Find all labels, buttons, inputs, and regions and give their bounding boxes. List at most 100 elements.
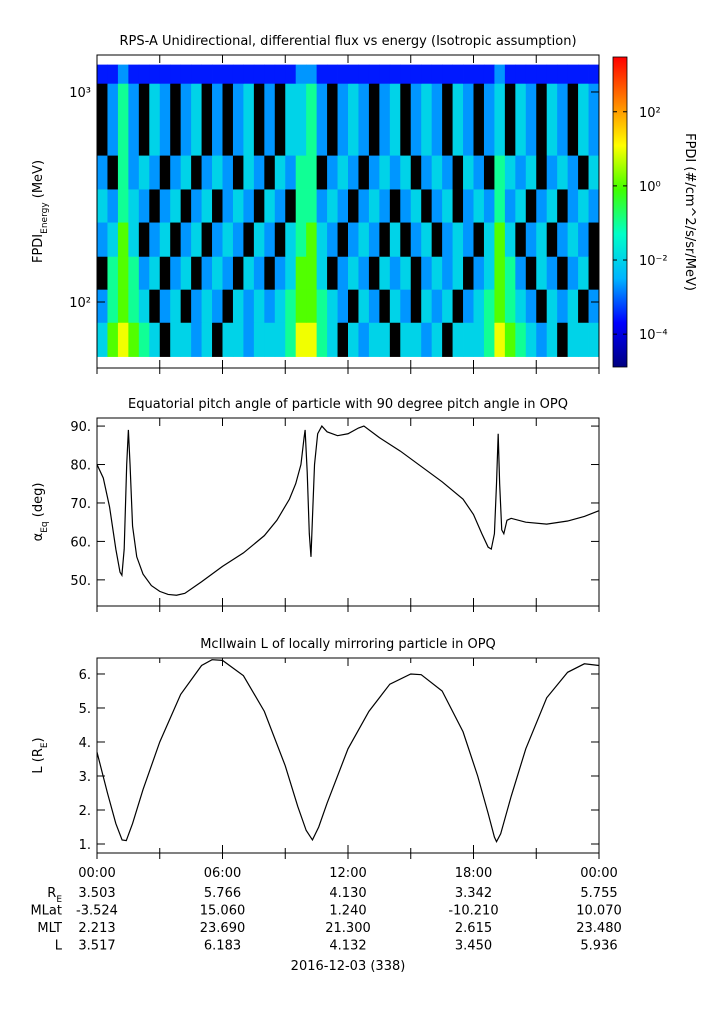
heat-cell xyxy=(504,289,516,323)
ephemeris-value: 3.517 xyxy=(78,939,115,954)
heat-cell xyxy=(274,322,286,357)
heat-cell xyxy=(379,189,391,223)
heat-cell xyxy=(295,322,307,357)
heat-cell xyxy=(316,64,328,84)
chart-title: Equatorial pitch angle of particle with … xyxy=(128,397,568,412)
heat-cell xyxy=(578,64,589,84)
heat-cell xyxy=(442,289,453,323)
heat-cell xyxy=(97,189,108,223)
ephemeris-row-label: MLat xyxy=(30,904,62,919)
colorbar-tick-label: 10² xyxy=(639,106,661,121)
heat-cell xyxy=(567,64,579,84)
heat-cell xyxy=(222,189,234,223)
heat-cell xyxy=(483,322,495,357)
heat-cell xyxy=(138,189,150,223)
heat-cell xyxy=(128,322,140,357)
heat-cell xyxy=(525,155,537,190)
heat-cell xyxy=(170,256,182,290)
heat-cell xyxy=(379,222,391,257)
heat-cell xyxy=(515,256,527,290)
heat-cell xyxy=(149,83,161,156)
heat-cell xyxy=(159,83,171,156)
heat-cell xyxy=(337,322,349,357)
heat-cell xyxy=(327,189,338,223)
heat-cell xyxy=(400,222,412,257)
heat-cell xyxy=(285,289,297,323)
chart-title: RPS-A Unidirectional, differential flux … xyxy=(119,34,576,49)
heat-cell xyxy=(473,322,485,357)
heat-cell xyxy=(348,256,359,290)
heat-cell xyxy=(306,189,318,223)
x-tick-label: 00:00 xyxy=(580,866,617,881)
heat-cell xyxy=(536,64,548,84)
heat-cell xyxy=(327,64,338,84)
ephemeris-value: 3.503 xyxy=(78,886,115,901)
heat-cell xyxy=(494,189,506,223)
heat-cell xyxy=(128,189,140,223)
heat-cell xyxy=(201,189,213,223)
heat-cell xyxy=(149,256,161,290)
heat-cell xyxy=(358,222,370,257)
heat-cell xyxy=(138,256,150,290)
heat-cell xyxy=(243,256,255,290)
heat-cell xyxy=(264,189,276,223)
heat-cell xyxy=(306,83,318,156)
heat-cell xyxy=(546,222,558,257)
heat-cell xyxy=(337,289,349,323)
heat-cell xyxy=(180,256,192,290)
heat-cell xyxy=(525,322,537,357)
heat-cell xyxy=(243,189,255,223)
heat-cell xyxy=(191,322,202,357)
heat-cell xyxy=(358,322,370,357)
heat-cell xyxy=(149,322,161,357)
heat-cell xyxy=(588,83,600,156)
heat-cell xyxy=(400,289,412,323)
heat-cell xyxy=(431,222,443,257)
heat-cell xyxy=(567,256,579,290)
heat-cell xyxy=(389,155,401,190)
ephemeris-value: 3.450 xyxy=(455,939,492,954)
heat-cell xyxy=(421,64,433,84)
heat-cell xyxy=(128,64,140,84)
heat-cell xyxy=(483,189,495,223)
heat-cell xyxy=(201,322,213,357)
heat-cell xyxy=(368,256,380,290)
heat-cell xyxy=(243,64,255,84)
heat-cell xyxy=(578,322,589,357)
label-part: ) xyxy=(31,737,46,742)
heat-cell xyxy=(212,289,223,323)
y-tick-label: 6. xyxy=(79,668,91,683)
heat-cell xyxy=(222,64,234,84)
heat-cell xyxy=(588,256,600,290)
ephemeris-value: -3.524 xyxy=(76,904,118,919)
heat-cell xyxy=(149,289,161,323)
heat-cell xyxy=(201,256,213,290)
heat-cell xyxy=(180,155,192,190)
heat-cell xyxy=(431,256,443,290)
heat-cell xyxy=(389,256,401,290)
heat-cell xyxy=(567,155,579,190)
heat-cell xyxy=(232,289,244,323)
chart-title: McIlwain L of locally mirroring particle… xyxy=(200,637,496,652)
heat-cell xyxy=(546,322,558,357)
heat-cell xyxy=(97,64,108,84)
heat-cell xyxy=(180,322,192,357)
heat-cell xyxy=(525,222,537,257)
heat-cell xyxy=(295,155,307,190)
heat-cell xyxy=(117,322,129,357)
heat-cell xyxy=(201,289,213,323)
heat-cell xyxy=(557,83,569,156)
heat-cell xyxy=(421,289,433,323)
heat-cell xyxy=(253,289,265,323)
ephemeris-value: 23.480 xyxy=(576,921,622,936)
heat-cell xyxy=(463,289,474,323)
heat-cell xyxy=(431,83,443,156)
heat-cell xyxy=(97,155,108,190)
heat-cell xyxy=(348,189,359,223)
heat-cell xyxy=(243,322,255,357)
heat-cell xyxy=(149,155,161,190)
heat-cell xyxy=(536,289,548,323)
heat-cell xyxy=(222,289,234,323)
heat-cell xyxy=(515,322,527,357)
heat-cell xyxy=(494,155,506,190)
